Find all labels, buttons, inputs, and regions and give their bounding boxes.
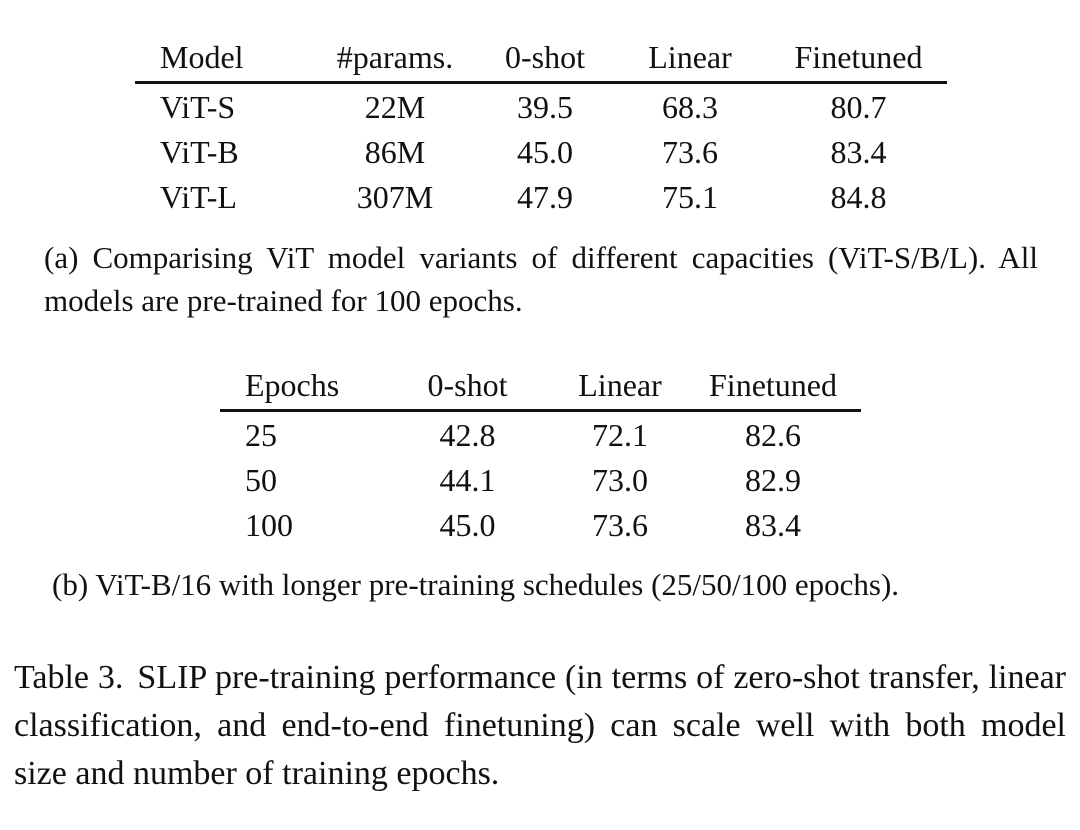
table-b: Epochs 0-shot Linear Finetuned 25 42.8 7… bbox=[220, 361, 861, 547]
table-cell: 25 bbox=[245, 416, 277, 453]
table-cell: 84.8 bbox=[830, 178, 887, 215]
table-cell: 307M bbox=[356, 178, 434, 215]
table-header-row: Model #params. 0-shot Linear Finetuned bbox=[135, 33, 947, 84]
table-cell: 45.0 bbox=[439, 506, 496, 543]
table-a-grid: Model #params. 0-shot Linear Finetuned V… bbox=[135, 33, 947, 219]
table-cell: ViT-L bbox=[160, 178, 237, 215]
table-a: Model #params. 0-shot Linear Finetuned V… bbox=[135, 33, 947, 219]
column-header-zero-shot: 0-shot bbox=[380, 361, 555, 412]
column-header-finetuned: Finetuned bbox=[770, 33, 947, 84]
column-header-epochs: Epochs bbox=[220, 361, 380, 412]
column-header-linear: Linear bbox=[555, 361, 685, 412]
table-row: 50 44.1 73.0 82.9 bbox=[220, 457, 861, 502]
column-header-zero-shot: 0-shot bbox=[480, 33, 610, 84]
table-caption-text: SLIP pre-training performance (in terms … bbox=[14, 659, 1066, 792]
table-cell: 39.5 bbox=[517, 88, 573, 125]
table-cell: 100 bbox=[245, 506, 293, 543]
table-row: 100 45.0 73.6 83.4 bbox=[220, 502, 861, 547]
table-cell: 68.3 bbox=[662, 88, 718, 125]
table-cell: 22M bbox=[364, 88, 426, 125]
column-header-model: Model bbox=[135, 33, 310, 84]
table-cell: 73.6 bbox=[592, 506, 648, 543]
table-b-grid: Epochs 0-shot Linear Finetuned 25 42.8 7… bbox=[220, 361, 861, 547]
table-cell: 82.9 bbox=[745, 461, 801, 498]
table-caption-label: Table 3. bbox=[14, 659, 124, 696]
table-cell: 73.0 bbox=[592, 461, 648, 498]
table-row: 25 42.8 72.1 82.6 bbox=[220, 411, 861, 458]
table-row: ViT-B 86M 45.0 73.6 83.4 bbox=[135, 129, 947, 174]
subcaption-b: (b) ViT-B/16 with longer pre-training sc… bbox=[52, 567, 900, 602]
table-row: ViT-L 307M 47.9 75.1 84.8 bbox=[135, 174, 947, 219]
table-cell: 44.1 bbox=[439, 461, 496, 498]
table-cell: 73.6 bbox=[662, 133, 718, 170]
table-cell: 72.1 bbox=[592, 416, 648, 453]
table-header-row: Epochs 0-shot Linear Finetuned bbox=[220, 361, 861, 412]
table-cell: ViT-S bbox=[160, 88, 236, 125]
table-cell: 42.8 bbox=[439, 416, 496, 453]
table-cell: ViT-B bbox=[160, 133, 239, 170]
table-cell: 82.6 bbox=[745, 416, 801, 453]
table-cell: 75.1 bbox=[662, 178, 718, 215]
table-cell: 80.7 bbox=[830, 88, 887, 125]
column-header-linear: Linear bbox=[610, 33, 770, 84]
subcaption-a: (a) Comparising ViT model variants of di… bbox=[44, 240, 1038, 318]
table-cell: 47.9 bbox=[517, 178, 573, 215]
table-cell: 83.4 bbox=[745, 506, 801, 543]
table-cell: 45.0 bbox=[517, 133, 573, 170]
table-caption: Table 3. SLIP pre-training performance (i… bbox=[14, 654, 1066, 798]
column-header-finetuned: Finetuned bbox=[685, 361, 861, 412]
table-cell: 86M bbox=[364, 133, 426, 170]
table-cell: 50 bbox=[245, 461, 277, 498]
table-row: ViT-S 22M 39.5 68.3 80.7 bbox=[135, 83, 947, 130]
table-cell: 83.4 bbox=[830, 133, 887, 170]
column-header-params: #params. bbox=[310, 33, 480, 84]
